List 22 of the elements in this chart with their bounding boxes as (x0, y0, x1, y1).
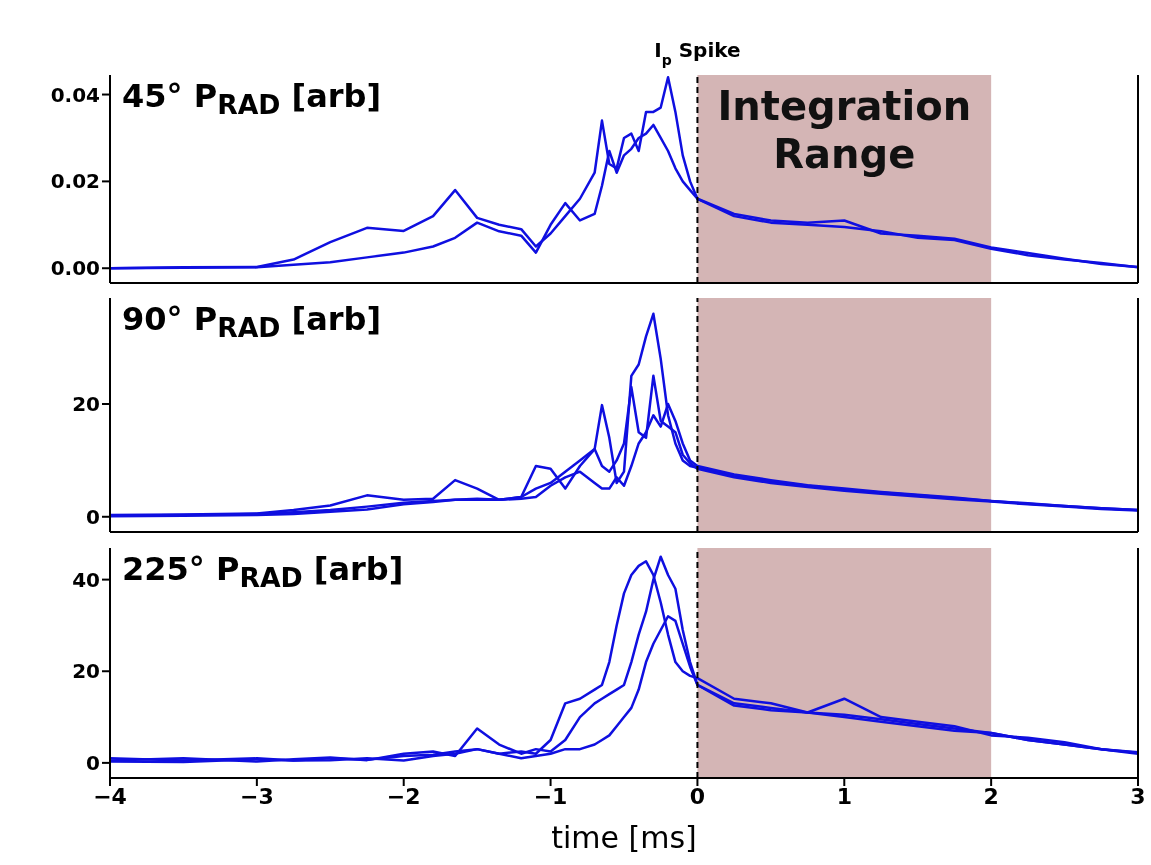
y-tick-label: 20 (72, 659, 100, 684)
x-tick-label: 3 (1130, 783, 1146, 809)
x-tick-label: −4 (93, 783, 127, 809)
y-tick-label: 20 (72, 392, 100, 417)
y-tick-label: 40 (72, 567, 100, 592)
x-tick-label: −3 (239, 783, 274, 809)
y-tick-label: 0 (86, 750, 100, 775)
y-tick-label: 0.02 (50, 169, 100, 194)
y-tick-label: 0 (86, 504, 100, 529)
ref-line-label: I$_{p}$ Spike (654, 38, 741, 68)
chart-title: 225° P$_{RAD}$ [arb] (122, 550, 404, 594)
x-tick-label: 1 (836, 783, 852, 809)
chart-title: 45° P$_{RAD}$ [arb] (122, 77, 382, 121)
chart-title: 90° P$_{RAD}$ [arb] (122, 300, 382, 344)
x-axis-title: time [ms] (551, 820, 697, 855)
x-tick-label: −2 (386, 783, 421, 809)
x-tick-label: −1 (533, 783, 568, 809)
x-tick-label: 2 (983, 783, 999, 809)
band-label: Integration Range (717, 83, 972, 177)
y-tick-label: 0.04 (50, 82, 100, 107)
y-tick-label: 0.00 (50, 256, 100, 281)
x-tick-label: 0 (689, 783, 706, 809)
